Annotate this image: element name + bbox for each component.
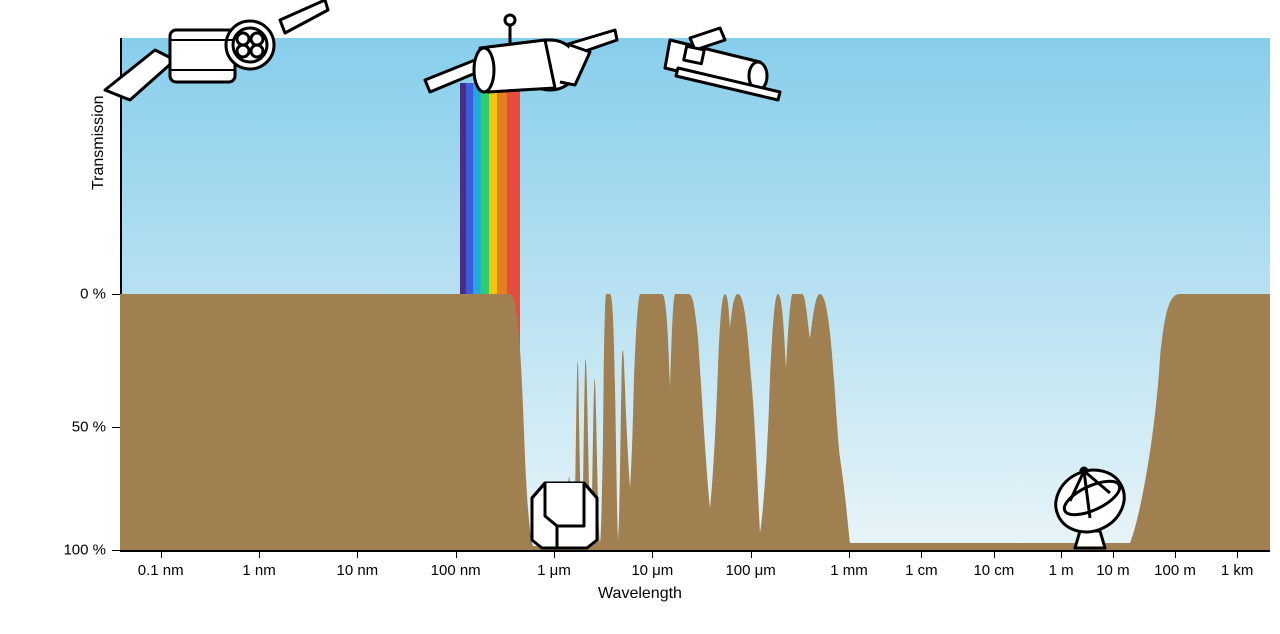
y-tick-label: 100 % <box>63 542 106 559</box>
x-tick <box>161 550 162 558</box>
x-tick-label: 10 m <box>1096 562 1129 579</box>
x-tick-label: 100 μm <box>725 562 775 579</box>
y-axis-label: Transmission <box>90 95 108 190</box>
x-tick <box>921 550 922 558</box>
x-tick-label: 1 nm <box>242 562 275 579</box>
x-tick <box>994 550 995 558</box>
optical-ground-telescope <box>522 468 607 555</box>
x-tick-label: 100 m <box>1154 562 1196 579</box>
x-tick <box>1237 550 1238 558</box>
x-tick <box>849 550 850 558</box>
chart-plot-area <box>120 38 1270 550</box>
x-tick-label: 0.1 nm <box>138 562 184 579</box>
x-tick <box>259 550 260 558</box>
y-tick <box>112 550 120 551</box>
x-tick <box>456 550 457 558</box>
y-tick-label: 50 % <box>72 419 106 436</box>
y-tick-label: 0 % <box>80 286 106 303</box>
x-axis-label: Wavelength <box>598 585 682 603</box>
x-tick <box>357 550 358 558</box>
x-tick <box>652 550 653 558</box>
y-tick <box>112 294 120 295</box>
x-tick-label: 1 μm <box>537 562 571 579</box>
x-tick-label: 1 m <box>1049 562 1074 579</box>
optical-space-telescope <box>420 10 620 110</box>
x-tick-label: 10 μm <box>631 562 673 579</box>
x-tick-label: 1 mm <box>830 562 868 579</box>
infrared-space-telescope <box>650 20 800 105</box>
radio-dish-telescope <box>1040 463 1140 556</box>
x-tick-label: 100 nm <box>431 562 481 579</box>
x-tick-label: 1 cm <box>905 562 938 579</box>
y-tick <box>112 427 120 428</box>
x-tick <box>1175 550 1176 558</box>
x-tick-label: 10 cm <box>973 562 1014 579</box>
x-tick-label: 1 km <box>1221 562 1254 579</box>
x-tick-label: 10 nm <box>336 562 378 579</box>
xray-space-telescope <box>100 0 330 105</box>
x-tick <box>751 550 752 558</box>
